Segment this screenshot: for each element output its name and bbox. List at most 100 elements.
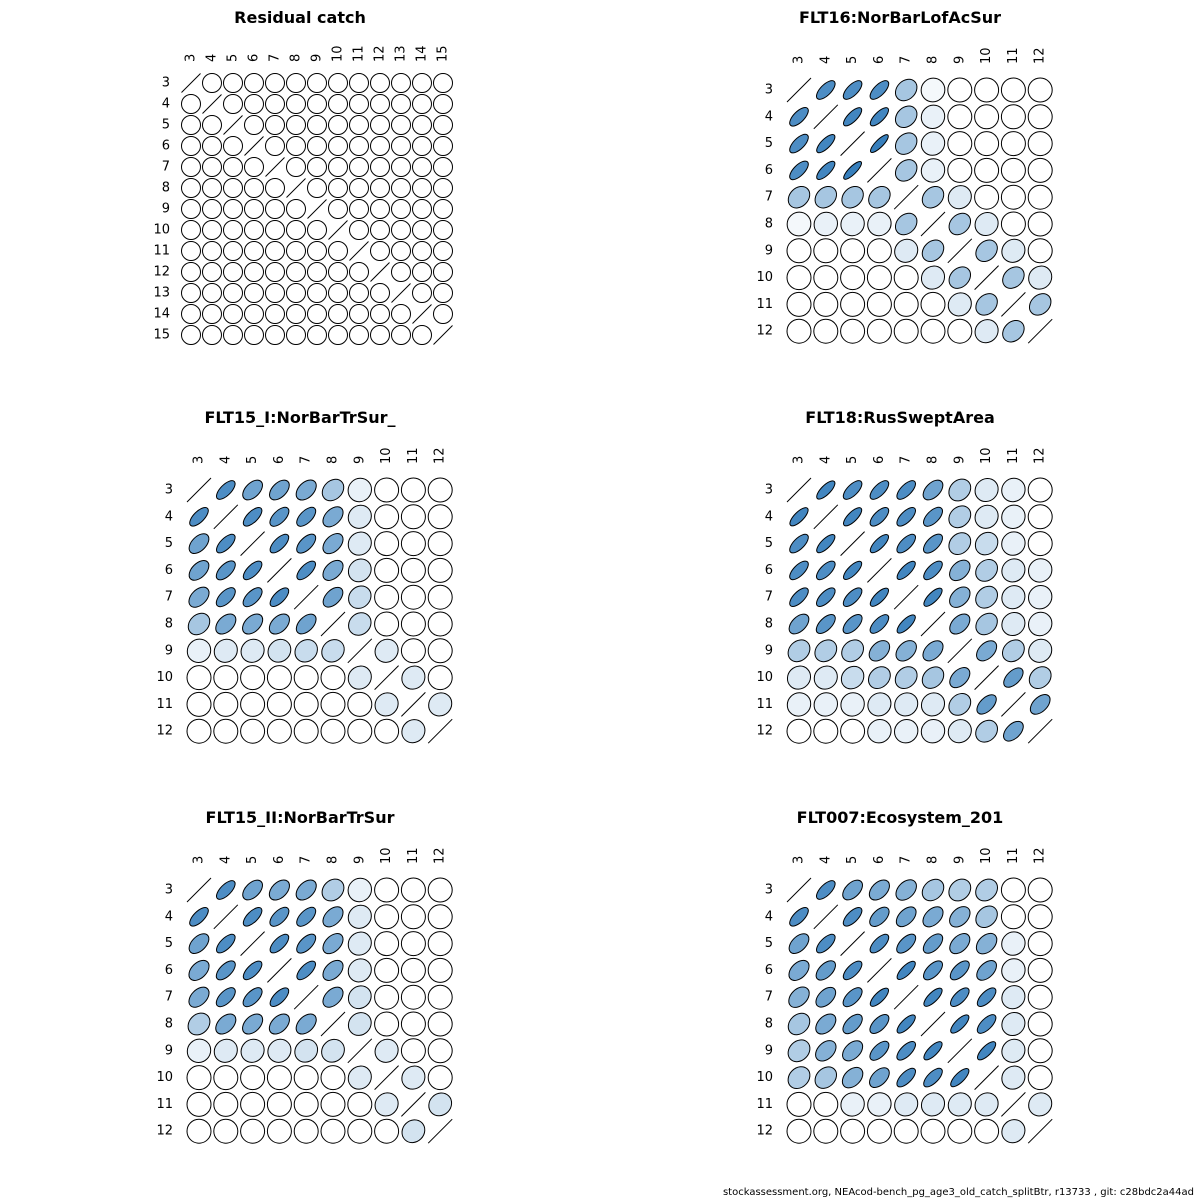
correlation-ellipse <box>813 211 838 237</box>
correlation-ellipse <box>920 77 946 103</box>
correlation-ellipse <box>400 984 426 1010</box>
correlation-ellipse <box>242 613 264 635</box>
correlation-ellipse <box>322 586 344 608</box>
correlation-ellipse <box>188 959 210 981</box>
correlation-ellipse <box>1001 611 1026 637</box>
row-tick-label: 9 <box>165 643 173 658</box>
correlation-ellipse <box>869 507 890 527</box>
correlation-ellipse <box>896 480 916 500</box>
correlation-ellipse <box>293 1118 319 1144</box>
correlation-ellipse <box>974 504 999 529</box>
correlation-ellipse <box>923 587 943 607</box>
correlation-ellipse <box>949 960 970 981</box>
correlation-ellipse <box>186 1065 212 1091</box>
correlation-ellipse <box>181 241 201 261</box>
row-tick-label: 12 <box>156 724 173 739</box>
correlation-ellipse <box>815 1013 837 1035</box>
correlation-ellipse <box>322 933 344 955</box>
correlation-ellipse <box>374 557 400 583</box>
correlation-ellipse <box>427 477 453 503</box>
row-tick-label: 5 <box>162 118 170 133</box>
correlation-ellipse <box>1027 1011 1053 1037</box>
correlation-ellipse <box>370 220 390 240</box>
correlation-ellipse <box>307 220 327 240</box>
correlation-ellipse <box>307 136 327 156</box>
panel-flt18-russweptarea: FLT18:RusSweptArea 3 4 5 6 7 8 9 10 11 12 3 4 5 6 7 8 9 1… <box>756 408 1053 744</box>
correlation-ellipse <box>286 220 306 240</box>
correlation-ellipse <box>840 291 866 317</box>
diagonal-mark <box>840 531 865 556</box>
row-tick-label: 3 <box>162 76 170 91</box>
row-tick-label: 3 <box>165 483 173 498</box>
correlation-ellipse <box>975 719 998 743</box>
correlation-ellipse <box>950 1068 970 1088</box>
diagonal-mark <box>813 904 839 930</box>
correlation-ellipse <box>433 94 453 114</box>
correlation-ellipse <box>843 161 862 180</box>
col-tick-label: 15 <box>436 45 451 62</box>
correlation-ellipse <box>370 73 390 93</box>
correlation-ellipse <box>1028 558 1053 583</box>
row-tick-label: 9 <box>162 202 170 217</box>
correlation-ellipse <box>1001 238 1026 263</box>
correlation-ellipse <box>974 477 999 503</box>
row-tick-label: 12 <box>756 324 773 339</box>
correlation-ellipse <box>870 134 889 153</box>
correlation-ellipse <box>244 262 264 282</box>
correlation-ellipse <box>215 1013 237 1035</box>
correlation-ellipse <box>1027 531 1053 557</box>
col-tick-label: 8 <box>926 856 941 864</box>
correlation-ellipse <box>433 304 453 324</box>
correlation-ellipse <box>1027 157 1053 183</box>
correlation-ellipse <box>866 265 892 291</box>
row-tick-label: 13 <box>153 286 170 301</box>
col-tick-label: 9 <box>352 856 367 864</box>
correlation-ellipse <box>269 906 290 927</box>
col-tick-label: 12 <box>1033 447 1048 464</box>
correlation-ellipse <box>374 477 400 503</box>
correlation-ellipse <box>268 879 290 901</box>
row-tick-label: 11 <box>153 244 170 259</box>
correlation-ellipse <box>1002 319 1025 343</box>
correlation-ellipse <box>974 77 1000 103</box>
correlation-ellipse <box>321 639 345 663</box>
diagonal-mark <box>867 958 892 983</box>
correlation-ellipse <box>840 265 866 291</box>
correlation-ellipse <box>1001 1119 1026 1144</box>
correlation-ellipse <box>923 533 943 554</box>
col-tick-label: 3 <box>792 856 807 864</box>
row-tick-label: 10 <box>756 670 773 685</box>
correlation-ellipse <box>866 291 892 317</box>
correlation-ellipse <box>391 262 411 282</box>
row-tick-label: 12 <box>156 1124 173 1139</box>
correlation-ellipse <box>869 987 889 1007</box>
correlation-ellipse <box>1027 931 1053 957</box>
correlation-ellipse <box>433 262 453 282</box>
correlation-ellipse <box>295 613 317 635</box>
correlation-ellipse <box>427 611 453 637</box>
correlation-ellipse <box>293 665 319 691</box>
correlation-ellipse <box>187 1012 211 1036</box>
correlation-ellipse <box>894 238 919 263</box>
correlation-ellipse <box>815 986 837 1008</box>
correlation-ellipse <box>842 614 863 634</box>
col-tick-label: 4 <box>818 856 833 864</box>
correlation-ellipse <box>816 560 836 581</box>
correlation-ellipse <box>265 178 285 198</box>
correlation-ellipse <box>1001 985 1026 1010</box>
col-tick-label: 7 <box>299 856 314 864</box>
correlation-ellipse <box>896 1067 916 1088</box>
row-tick-label: 9 <box>765 243 773 258</box>
col-tick-label: 5 <box>845 856 860 864</box>
row-tick-label: 11 <box>756 297 773 312</box>
row-tick-label: 8 <box>165 617 173 632</box>
correlation-ellipse <box>265 136 285 156</box>
correlation-ellipse <box>347 1091 373 1117</box>
correlation-ellipse <box>842 1040 864 1062</box>
row-tick-label: 6 <box>162 139 170 154</box>
correlation-ellipse <box>428 1092 453 1117</box>
correlation-ellipse <box>223 283 243 303</box>
correlation-ellipse <box>307 325 327 345</box>
correlation-ellipse <box>1027 184 1053 210</box>
correlation-ellipse <box>223 136 243 156</box>
